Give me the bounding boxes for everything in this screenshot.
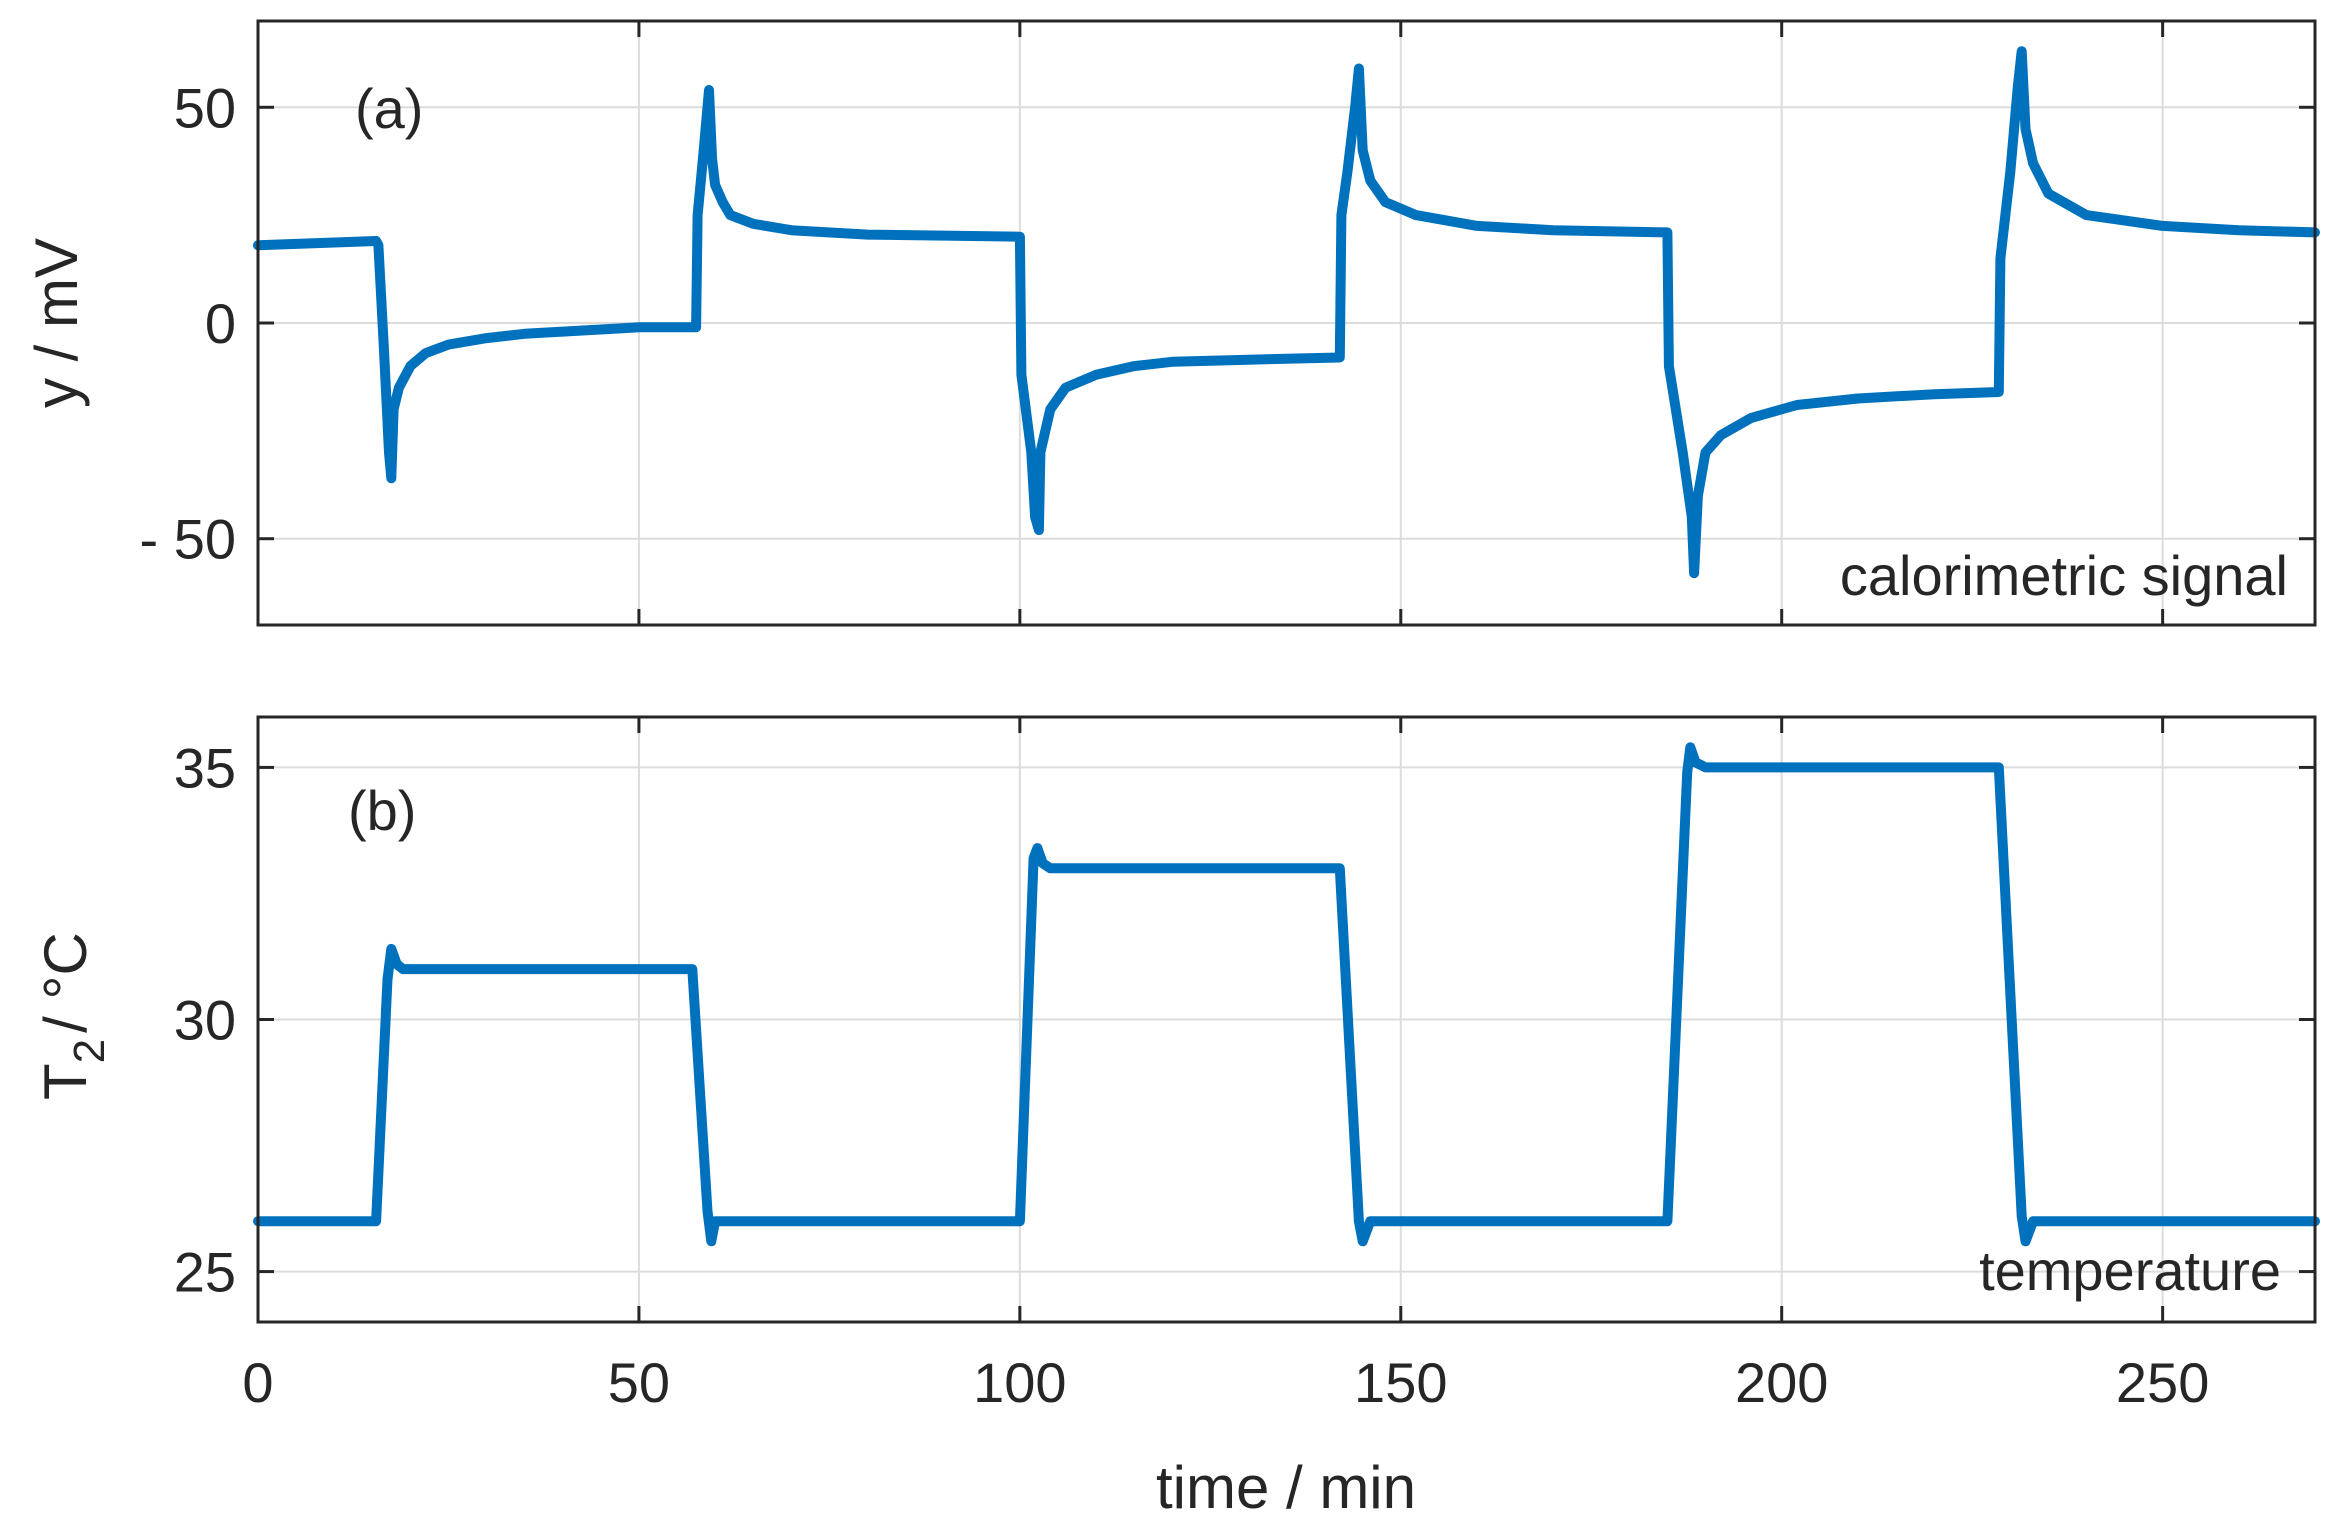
x-tick-label: 0 [242,1351,273,1414]
y-tick-label: - 50 [140,508,237,571]
panel-a-label: (a) [355,77,423,140]
panel-b-ylabel: T2 / °C [32,932,114,1100]
panel-a-grid [258,21,2315,625]
panel-a-ylabel: y / mV [23,238,90,408]
x-tick-label: 100 [973,1351,1066,1414]
panel-b-annotation: temperature [1979,1239,2281,1302]
y-tick-label: 25 [174,1241,236,1304]
panel-b-ylabel-rest: / °C [32,932,99,1033]
x-tick-label: 200 [1735,1351,1828,1414]
y-tick-label: 0 [205,292,236,355]
panel-a-ticks: 50 0 - 50 [140,21,2315,625]
calorimetric-signal-line [253,46,2320,579]
panel-b-ylabel-main: T [32,1063,99,1100]
panel-b-temperature: 0 50 100 150 200 250 35 30 25 (b) temperature T2… [32,715,2320,1521]
x-tick-label: 250 [2116,1351,2209,1414]
panel-b-frame [256,715,2317,1324]
panel-b-ticks: 0 50 100 150 200 250 35 30 25 [174,717,2315,1414]
temperature-line [253,742,2320,1247]
panel-a-annotation: calorimetric signal [1840,544,2288,607]
y-tick-label: 35 [174,736,236,799]
panel-b-xlabel: time / min [1156,1454,1416,1521]
y-tick-label: 30 [174,989,236,1052]
panel-a-calorimetric: 50 0 - 50 (a) calorimetric signal y / mV [23,19,2320,627]
panel-b-ylabel-sub: 2 [65,1039,114,1063]
panel-b-label: (b) [348,779,416,842]
x-tick-label: 50 [608,1351,670,1414]
x-tick-label: 150 [1354,1351,1447,1414]
panel-b-grid [258,717,2315,1322]
panel-a-frame [256,19,2317,627]
y-tick-label: 50 [174,76,236,139]
